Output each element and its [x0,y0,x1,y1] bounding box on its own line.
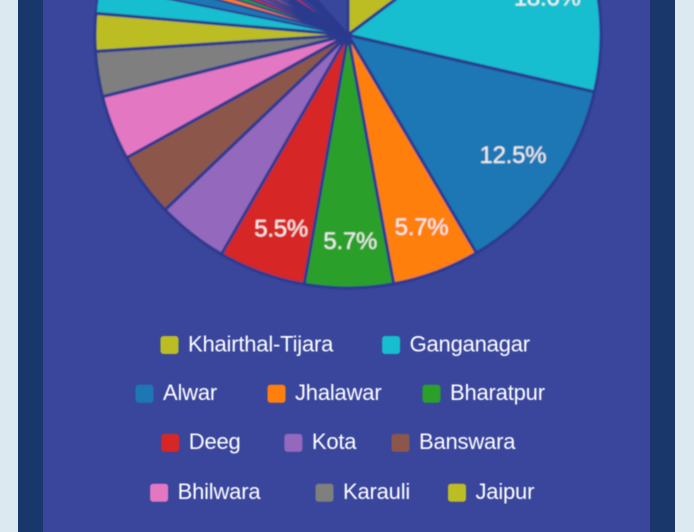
svg-text:Karauli: Karauli [343,479,410,504]
svg-text:5.7%: 5.7% [395,214,449,241]
svg-text:Ganganagar: Ganganagar [410,331,530,356]
svg-text:Bhilwara: Bhilwara [178,479,262,504]
svg-text:Banswara: Banswara [419,429,516,454]
svg-text:Jaipur: Jaipur [476,479,535,504]
svg-text:5.7%: 5.7% [323,228,377,255]
svg-text:5.5%: 5.5% [254,215,308,242]
svg-text:12.5%: 12.5% [479,142,546,169]
svg-text:Deeg: Deeg [189,429,241,454]
svg-text:Alwar: Alwar [163,380,217,405]
svg-text:Jhalawar: Jhalawar [295,380,381,405]
svg-text:Kota: Kota [312,429,357,454]
svg-text:Bharatpur: Bharatpur [450,380,545,405]
svg-text:Khairthal-Tijara: Khairthal-Tijara [188,331,334,356]
svg-text:18.6%: 18.6% [514,0,581,12]
